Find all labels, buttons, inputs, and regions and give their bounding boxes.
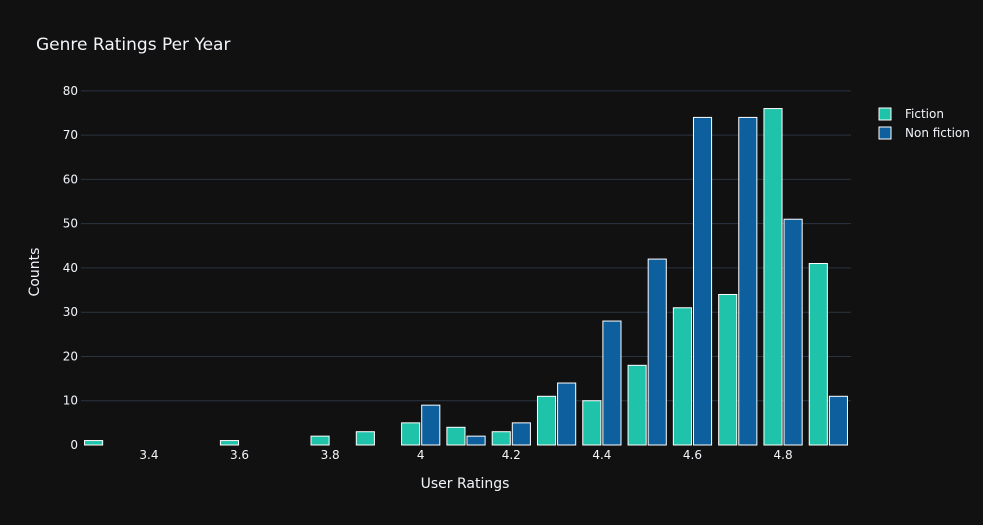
non-fiction-bar[interactable]: [783, 218, 803, 446]
fiction-bar[interactable]: [627, 364, 647, 446]
non-fiction-bar[interactable]: [738, 116, 758, 446]
x-axis-ticks: 3.4 3.6 3.8 4 4.2 4.4 4.6 4.8: [139, 448, 792, 462]
x-tick-label: 4: [417, 448, 425, 462]
fiction-bar[interactable]: [672, 307, 692, 446]
y-tick-label: 10: [63, 394, 78, 408]
fiction-bar[interactable]: [536, 395, 557, 446]
fiction-bar[interactable]: [491, 431, 511, 446]
legend-item-non-fiction[interactable]: Non fiction: [878, 126, 970, 140]
y-tick-label: 70: [63, 128, 78, 142]
non-fiction-bar[interactable]: [421, 404, 441, 446]
y-tick-label: 20: [63, 349, 78, 363]
fiction-bar[interactable]: [808, 263, 828, 446]
non-fiction-bar[interactable]: [692, 116, 713, 446]
non-fiction-bar[interactable]: [647, 258, 667, 446]
fiction-bar[interactable]: [718, 293, 738, 446]
fiction-bar[interactable]: [401, 422, 421, 446]
y-axis-ticks: 0 10 20 30 40 50 60 70 80: [63, 84, 78, 452]
legend[interactable]: Fiction Non fiction: [878, 107, 970, 140]
fiction-bar[interactable]: [582, 400, 602, 446]
y-tick-label: 0: [70, 438, 78, 452]
x-tick-label: 4.4: [592, 448, 611, 462]
fiction-bar[interactable]: [763, 108, 783, 446]
x-tick-label: 4.8: [774, 448, 793, 462]
fiction-bar[interactable]: [355, 431, 375, 446]
non-fiction-bar[interactable]: [511, 422, 531, 446]
y-tick-label: 60: [63, 172, 78, 186]
bars: [84, 108, 848, 446]
y-tick-label: 30: [63, 305, 78, 319]
x-tick-label: 4.2: [502, 448, 521, 462]
grid-lines: [81, 90, 851, 402]
x-axis-label: User Ratings: [421, 476, 510, 492]
y-tick-label: 80: [63, 84, 78, 98]
legend-item-fiction[interactable]: Fiction: [878, 107, 944, 121]
x-tick-label: 3.6: [230, 448, 249, 462]
chart-title: Genre Ratings Per Year: [36, 35, 230, 55]
y-tick-label: 40: [63, 261, 78, 275]
legend-swatch: [878, 126, 892, 140]
x-tick-label: 3.4: [139, 448, 158, 462]
fiction-bar[interactable]: [310, 435, 330, 446]
legend-label: Non fiction: [905, 126, 970, 140]
non-fiction-bar[interactable]: [557, 382, 577, 446]
x-tick-label: 4.6: [683, 448, 702, 462]
fiction-bar[interactable]: [84, 440, 104, 446]
non-fiction-bar[interactable]: [602, 320, 622, 446]
non-fiction-bar[interactable]: [828, 395, 848, 446]
legend-label: Fiction: [905, 107, 944, 121]
x-tick-label: 3.8: [321, 448, 340, 462]
legend-swatch: [878, 107, 892, 121]
fiction-bar[interactable]: [446, 426, 466, 446]
non-fiction-bar[interactable]: [466, 435, 486, 446]
fiction-bar[interactable]: [219, 440, 240, 446]
y-tick-label: 50: [63, 217, 78, 231]
y-axis-label: Counts: [27, 248, 43, 297]
